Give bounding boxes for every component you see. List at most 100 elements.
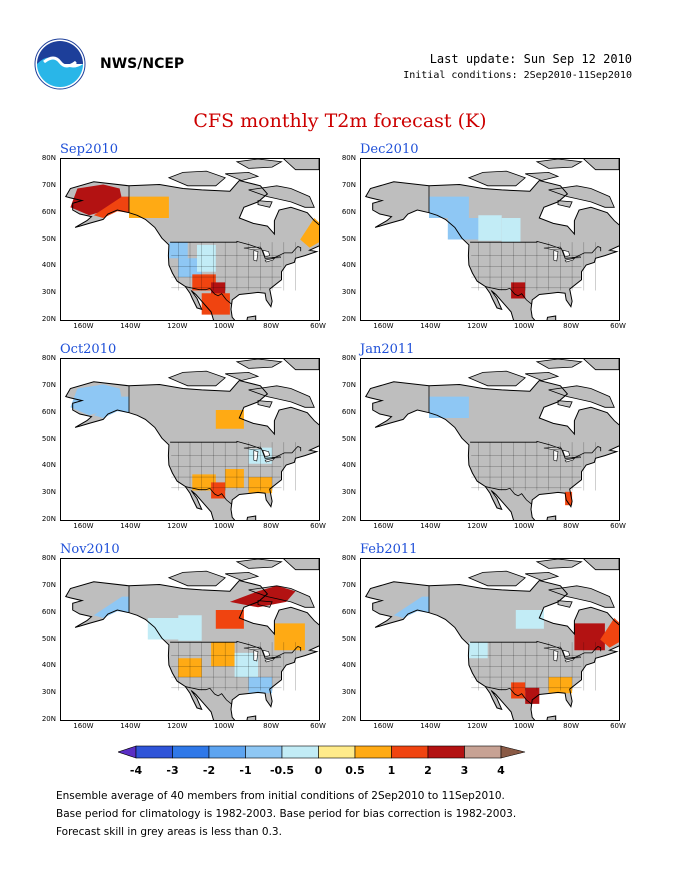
- lat-tick-label: 70N: [41, 380, 56, 389]
- anomaly-nunavut: [229, 585, 296, 608]
- lat-tick-label: 50N: [341, 234, 356, 243]
- island-coastline: [548, 185, 615, 208]
- island-coastline: [283, 359, 319, 371]
- colorbar-segment: [354, 745, 392, 759]
- island-coastline: [583, 559, 619, 571]
- lon-tick-label: 120W: [467, 722, 488, 730]
- arctic-island: [168, 171, 226, 186]
- lon-tick-label: 160W: [73, 522, 94, 530]
- lat-tick-label: 30N: [341, 288, 356, 297]
- colorbar-segment: [281, 745, 319, 759]
- lon-tick-label: 60W: [310, 722, 326, 730]
- island-coastline: [535, 359, 583, 369]
- colorbar-label: 3: [461, 764, 469, 777]
- lat-tick-label: 30N: [341, 688, 356, 697]
- map-frame: [360, 158, 620, 321]
- anomaly-alaska-central: [393, 596, 429, 618]
- lon-tick-label: 60W: [310, 322, 326, 330]
- island-coastline: [525, 371, 560, 381]
- coastline: [364, 179, 619, 320]
- lat-tick-label: 40N: [341, 261, 356, 270]
- forecast-panel-2: Dec2010 80N 70N 60N 50N 40N 30N 20N 160W 140W 120W…: [342, 142, 658, 337]
- lon-tick-label: 160W: [73, 722, 94, 730]
- lon-tick-label: 160W: [73, 322, 94, 330]
- last-update: Last update: Sun Sep 12 2010: [429, 52, 632, 66]
- colorbar-segment: [391, 745, 429, 759]
- anomaly-yukon: [429, 196, 469, 218]
- arctic-island: [558, 200, 573, 208]
- lat-tick-label: 60N: [41, 607, 56, 616]
- arctic-island: [225, 372, 258, 381]
- anomaly-alberta: [478, 215, 502, 241]
- arctic-island: [468, 571, 526, 586]
- anomaly-mexico-north: [201, 293, 230, 315]
- lon-tick-label: 80W: [563, 522, 579, 530]
- lon-tick-label: 60W: [310, 522, 326, 530]
- island-coastline: [248, 585, 315, 608]
- anomaly-map: [364, 159, 619, 320]
- colorbar-segment: [427, 745, 465, 759]
- lat-tick-label: 80N: [341, 154, 356, 162]
- anomaly-alaska-central: [93, 396, 129, 418]
- anomaly-map: [64, 559, 319, 720]
- lat-tick-label: 50N: [341, 634, 356, 643]
- island-coastline: [235, 559, 283, 569]
- lat-tick-label: 80N: [41, 154, 56, 162]
- panel-title: Nov2010: [60, 542, 120, 557]
- arctic-island: [525, 572, 558, 581]
- colorbar-label: -0.5: [270, 764, 294, 777]
- colorbar-segment: [318, 745, 356, 759]
- island-coastline: [167, 170, 226, 187]
- anomaly-alberta: [178, 615, 202, 641]
- arctic-island: [236, 159, 282, 169]
- anomaly-labrador: [600, 618, 619, 648]
- lon-tick-label: 140W: [120, 322, 141, 330]
- country-border: [470, 640, 602, 659]
- lat-tick-label: 20N: [341, 715, 356, 723]
- coastline: [64, 179, 319, 320]
- colorbar-label: 2: [424, 764, 432, 777]
- coastline: [64, 579, 319, 720]
- colorbar: -4 -3 -2 -1 -0.5 0 0.5 1 2 3 4: [118, 745, 526, 777]
- lat-tick-label: 50N: [341, 434, 356, 443]
- lon-tick-label: 100W: [214, 522, 235, 530]
- country-border: [170, 240, 302, 259]
- colorbar-segment: [464, 745, 502, 759]
- anomaly-florida: [565, 491, 573, 506]
- lat-tick-label: 80N: [41, 354, 56, 362]
- initial-conditions: Initial conditions: 2Sep2010-11Sep2010: [403, 70, 632, 81]
- lat-tick-label: 30N: [41, 488, 56, 497]
- island-coastline: [235, 159, 283, 169]
- colorbar-label: 0: [315, 764, 323, 777]
- lon-tick-label: 80W: [563, 322, 579, 330]
- island-coastline: [235, 359, 283, 369]
- coastline: [64, 379, 319, 520]
- lon-tick-label: 120W: [467, 522, 488, 530]
- island-coastline: [583, 359, 619, 371]
- lat-tick-label: 70N: [41, 180, 56, 189]
- arctic-island: [468, 171, 526, 186]
- panel-title: Sep2010: [60, 142, 119, 157]
- lat-tick-label: 60N: [341, 407, 356, 416]
- colorbar-segment: [245, 745, 283, 759]
- island-coastline: [557, 600, 573, 608]
- lon-tick-label: 140W: [120, 522, 141, 530]
- arctic-island: [168, 571, 226, 586]
- lat-tick-label: 40N: [341, 461, 356, 470]
- lat-tick-label: 70N: [341, 180, 356, 189]
- country-border: [170, 640, 302, 659]
- lon-tick-label: 140W: [420, 322, 441, 330]
- colorbar-label: -2: [203, 764, 215, 777]
- anomaly-labrador: [300, 218, 319, 248]
- map-frame: [360, 558, 620, 721]
- lat-tick-label: 60N: [41, 207, 56, 216]
- arctic-island: [536, 159, 582, 169]
- arctic-island: [536, 559, 582, 569]
- arctic-island: [168, 371, 226, 386]
- colorbar-segment: [172, 745, 210, 759]
- lon-tick-label: 100W: [514, 722, 535, 730]
- lon-tick-label: 80W: [263, 522, 279, 530]
- anomaly-quebec: [574, 623, 605, 651]
- map-frame: [60, 558, 320, 721]
- anomaly-map: [364, 359, 619, 520]
